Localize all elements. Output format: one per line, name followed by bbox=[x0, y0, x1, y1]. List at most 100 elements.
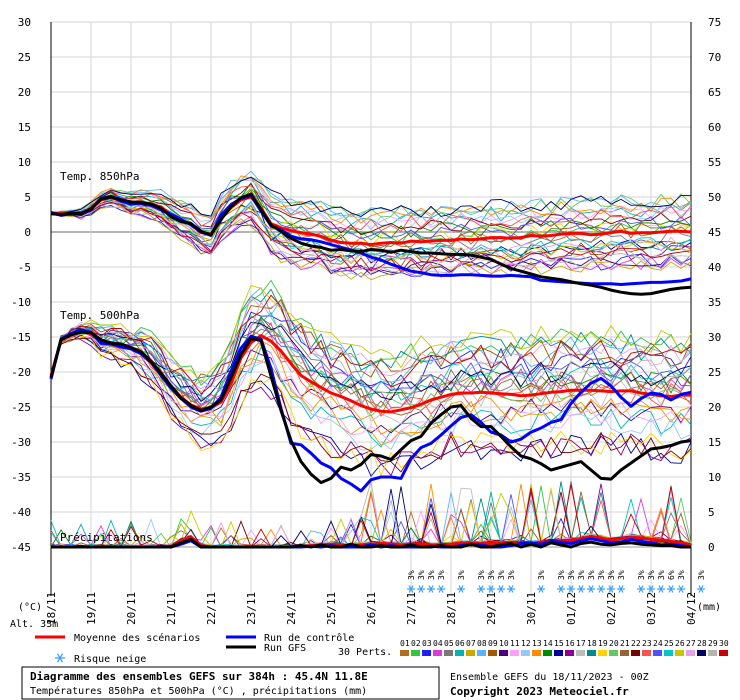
member-line-500 bbox=[50, 301, 692, 397]
member-line-500 bbox=[50, 284, 692, 384]
legend-perts-label: 30 Perts. bbox=[338, 647, 392, 658]
snowflake-icon bbox=[677, 585, 685, 593]
snow-marker: 3% bbox=[607, 570, 616, 593]
member-number: 09 bbox=[488, 639, 498, 648]
snow-marker-label: 3% bbox=[617, 570, 626, 580]
member-number: 10 bbox=[499, 639, 509, 648]
date-axis: 18/11 19/11 20/11 21/11 22/11 23/11 24/11 25/11… bbox=[45, 592, 698, 625]
member-line-500 bbox=[50, 337, 692, 473]
legend-control-label: Run de contrôle bbox=[264, 632, 354, 644]
member-line-850 bbox=[50, 182, 692, 236]
member-swatch bbox=[455, 650, 464, 656]
member-line-850 bbox=[50, 206, 692, 281]
member-swatch bbox=[510, 650, 519, 656]
footer-subtitle: Températures 850hPa et 500hPa (°C) , pré… bbox=[30, 685, 367, 697]
snow-risk-markers: 3% 3% 3% 3% 3% 3% 3% 3% 3% 3% 3% 3% 3% 3% 3% 3% 3% 3% 3% 3%… bbox=[407, 570, 706, 593]
left-tick-label: 10 bbox=[18, 156, 31, 169]
snow-marker: 3% bbox=[487, 570, 496, 593]
member-swatch bbox=[587, 650, 596, 656]
label-t500: Temp. 500hPa bbox=[60, 309, 139, 322]
snowflake-icon bbox=[537, 585, 545, 593]
member-line-500 bbox=[50, 321, 692, 403]
right-tick-label: 60 bbox=[708, 121, 721, 134]
left-axis: 30 25 20 15 10 5 0 -5 -10 -15 -20 -25 -30 -35 -40 -45 bbox=[11, 16, 31, 554]
member-number: 15 bbox=[554, 639, 564, 648]
date-label: 21/11 bbox=[165, 592, 178, 625]
snowflake-icon bbox=[617, 585, 625, 593]
snowflake-icon bbox=[647, 585, 655, 593]
member-number: 12 bbox=[521, 639, 531, 648]
snowflake-icon bbox=[577, 585, 585, 593]
member-number: 05 bbox=[444, 639, 454, 648]
member-swatch bbox=[620, 650, 629, 656]
member-number: 27 bbox=[686, 639, 696, 648]
right-tick-label: 20 bbox=[708, 401, 721, 414]
right-tick-label: 0 bbox=[708, 541, 715, 554]
left-tick-label: 15 bbox=[18, 121, 31, 134]
snow-marker: 3% bbox=[637, 570, 646, 593]
member-number: 26 bbox=[675, 639, 685, 648]
member-swatch bbox=[444, 650, 453, 656]
snow-marker: 6% bbox=[667, 570, 676, 593]
footer-run-info: Ensemble GEFS du 18/11/2023 - 00Z bbox=[450, 672, 649, 683]
snowflake-icon bbox=[457, 585, 465, 593]
member-number: 16 bbox=[565, 639, 575, 648]
right-tick-label: 55 bbox=[708, 156, 721, 169]
date-label: 22/11 bbox=[205, 592, 218, 625]
snow-marker: 3% bbox=[647, 570, 656, 593]
date-label: 04/12 bbox=[685, 592, 698, 625]
date-label: 25/11 bbox=[325, 592, 338, 625]
legend: Moyenne des scénarios Run de contrôle Ru… bbox=[35, 632, 729, 665]
snow-marker-label: 3% bbox=[437, 570, 446, 580]
snowflake-icon bbox=[497, 585, 505, 593]
snow-marker-label: 3% bbox=[457, 570, 466, 580]
member-line-850 bbox=[50, 198, 692, 265]
snowflake-icon bbox=[487, 585, 495, 593]
snow-marker: 3% bbox=[427, 570, 436, 593]
snowflake-icon bbox=[407, 585, 415, 593]
left-tick-label: -35 bbox=[11, 471, 31, 484]
legend-mean-label: Moyenne des scénarios bbox=[74, 632, 200, 644]
member-number: 29 bbox=[708, 639, 718, 648]
snow-marker-label: 3% bbox=[647, 570, 656, 580]
snow-marker-label: 3% bbox=[567, 570, 576, 580]
series-line bbox=[49, 330, 692, 485]
right-tick-label: 50 bbox=[708, 191, 721, 204]
snow-marker: 3% bbox=[617, 570, 626, 593]
member-swatch bbox=[532, 650, 541, 656]
right-tick-label: 35 bbox=[708, 296, 721, 309]
snow-marker-label: 3% bbox=[657, 570, 666, 580]
main-series bbox=[49, 192, 692, 549]
member-number: 03 bbox=[422, 639, 432, 648]
snow-marker: 3% bbox=[677, 570, 686, 593]
member-swatch bbox=[554, 650, 563, 656]
label-precip: Précipitations bbox=[60, 531, 153, 544]
member-number: 13 bbox=[532, 639, 542, 648]
series-line bbox=[51, 537, 691, 549]
right-tick-label: 45 bbox=[708, 226, 721, 239]
member-line-500 bbox=[50, 331, 692, 435]
member-number: 18 bbox=[587, 639, 597, 648]
left-tick-label: -25 bbox=[11, 401, 31, 414]
left-tick-label: -45 bbox=[11, 541, 31, 554]
snow-marker: 3% bbox=[657, 570, 666, 593]
right-tick-label: 70 bbox=[708, 51, 721, 64]
left-tick-label: 5 bbox=[24, 191, 31, 204]
member-swatch bbox=[598, 650, 607, 656]
member-line-850 bbox=[50, 185, 692, 233]
member-number: 07 bbox=[466, 639, 476, 648]
member-swatch bbox=[499, 650, 508, 656]
right-tick-label: 75 bbox=[708, 16, 721, 29]
member-number: 20 bbox=[609, 639, 619, 648]
snow-marker: 3% bbox=[507, 570, 516, 593]
snowflake-icon bbox=[477, 585, 485, 593]
left-tick-label: -5 bbox=[18, 261, 31, 274]
member-line-500 bbox=[50, 311, 692, 401]
date-label: 03/12 bbox=[645, 592, 658, 625]
footer-box bbox=[21, 666, 440, 700]
snow-marker-label: 3% bbox=[607, 570, 616, 580]
member-swatch bbox=[653, 650, 662, 656]
snowflake-icon bbox=[637, 585, 645, 593]
snow-marker: 3% bbox=[457, 570, 466, 593]
snowflake-icon bbox=[567, 585, 575, 593]
